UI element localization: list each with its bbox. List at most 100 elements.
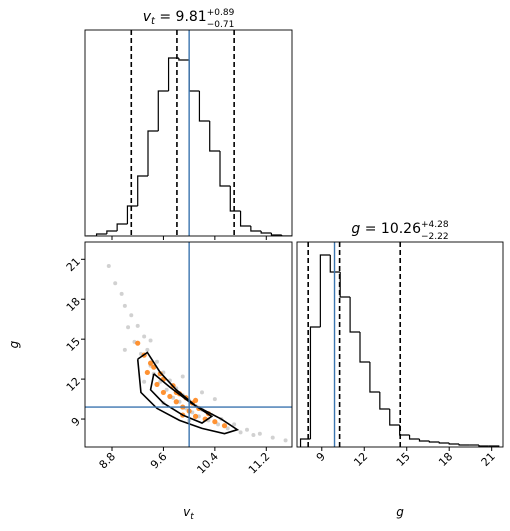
contour (149, 373, 214, 424)
x-axis-label: vt (183, 505, 194, 522)
highlight-point (157, 371, 163, 377)
title-plus: +0.89 (207, 8, 235, 18)
sample-point (216, 422, 221, 427)
hist-step (239, 211, 251, 227)
hist-step (147, 130, 159, 176)
highlight-point (192, 413, 199, 419)
y-tick-label: 18 (64, 295, 83, 314)
panel-title: g = 10.26+4.28 −2.22 (351, 220, 448, 242)
sample-point (145, 347, 150, 352)
sample-point (106, 263, 111, 268)
title-text: = 9.81 (155, 9, 207, 25)
highlight-point (160, 389, 167, 396)
panel-frame (84, 29, 293, 237)
y-tick-label: 12 (64, 375, 83, 394)
hist-step (167, 57, 179, 91)
sample-point (122, 303, 127, 308)
hist-step (369, 362, 380, 393)
x-tick-label: 18 (436, 450, 455, 469)
sample-point (155, 359, 159, 364)
hist-step (178, 58, 190, 61)
contour (136, 351, 240, 435)
x-tick-label: 11.2 (246, 450, 273, 477)
plot-area (299, 242, 500, 447)
highlight-point (154, 381, 160, 388)
x-tick-label: 10.4 (194, 450, 221, 477)
hist-step (349, 297, 361, 333)
x-tick-label: 21 (479, 450, 498, 469)
highlight-point (221, 423, 228, 429)
sample-point (200, 390, 204, 395)
title-symbol: v (143, 9, 152, 25)
sample-point (135, 323, 140, 328)
hist-step (418, 439, 430, 442)
hist-step (219, 151, 231, 187)
highlight-point (173, 399, 179, 405)
sample-point (212, 397, 217, 402)
y-tick-label: 9 (69, 415, 83, 429)
hist-step (95, 233, 107, 236)
hist-step (448, 443, 460, 445)
hist-step (198, 91, 210, 122)
hist-step (389, 409, 400, 426)
x-tick-label: 9.6 (148, 450, 170, 472)
sample-point (283, 438, 288, 443)
sample-point (232, 422, 237, 427)
hist-step (188, 60, 200, 92)
title-plus: +4.28 (421, 220, 449, 230)
panel-title: vt = 9.81+0.89 −0.71 (143, 8, 235, 30)
sample-point (164, 387, 169, 392)
hist-step (299, 438, 311, 447)
sample-point (122, 347, 127, 352)
highlight-point (192, 397, 199, 404)
plot-area (85, 242, 292, 447)
label-subscript: t (190, 512, 194, 522)
hist-step (438, 442, 450, 444)
panel-frame (84, 241, 293, 448)
label-symbol: v (183, 505, 191, 519)
y-tick-label: 21 (64, 255, 83, 274)
title-subscript: t (151, 16, 156, 27)
x-tick-label: 15 (394, 450, 413, 469)
sample-point (251, 433, 256, 438)
hist-step (126, 205, 138, 224)
sample-point (270, 435, 275, 440)
title-minus: −0.71 (207, 20, 235, 30)
hist-step (157, 90, 169, 131)
highlight-point (147, 360, 154, 366)
sample-point (119, 291, 124, 296)
sample-point (245, 427, 249, 432)
hist-step (281, 235, 292, 236)
panel-frame (296, 241, 504, 448)
x-tick-label: 8.8 (97, 450, 119, 472)
sample-point (129, 313, 134, 318)
hist-step (408, 435, 420, 440)
hist-step (329, 255, 341, 273)
y-axis-label: g (7, 340, 21, 348)
hist-step (399, 425, 410, 436)
highlight-point (135, 340, 141, 346)
title-minus: −2.22 (421, 232, 449, 242)
y-tick-label: 15 (64, 335, 83, 354)
title-symbol: g (351, 221, 360, 237)
hist-step (339, 272, 351, 298)
hist-step (458, 444, 470, 446)
sample-point (126, 325, 131, 330)
hist-step (137, 175, 148, 206)
sample-point (257, 431, 262, 436)
highlight-point (167, 393, 173, 400)
x-axis-label: g (396, 505, 404, 519)
hist-step (209, 121, 220, 152)
highlight-point (144, 369, 150, 376)
sample-point (238, 430, 243, 435)
hist-step (319, 254, 331, 327)
hist-step (106, 230, 118, 234)
sample-point (142, 334, 147, 339)
hist-step (309, 326, 321, 439)
x-tick-label: 9 (314, 450, 328, 464)
sample-point (148, 338, 153, 343)
x-tick-label: 12 (351, 450, 370, 469)
hist-step (116, 223, 128, 231)
highlight-point (212, 419, 218, 425)
